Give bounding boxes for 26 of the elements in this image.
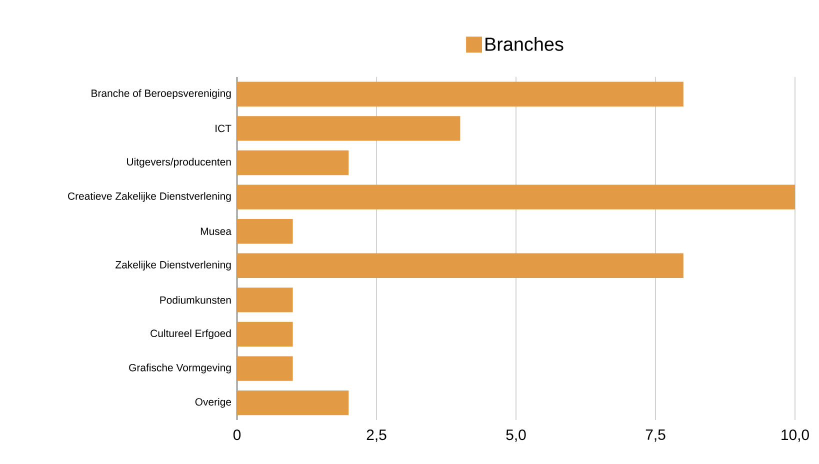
y-tick-label: Creatieve Zakelijke Dienstverlening xyxy=(68,192,231,202)
bar xyxy=(237,116,460,141)
bar xyxy=(237,253,684,278)
bar xyxy=(237,288,293,312)
bar xyxy=(237,82,684,106)
y-tick-label: Cultureel Erfgoed xyxy=(150,329,231,340)
bar xyxy=(237,390,349,416)
x-tick-label: 7,5 xyxy=(646,430,666,442)
x-tick-label: 2,5 xyxy=(366,430,386,442)
y-tick-label: Zakelijke Dienstverlening xyxy=(116,260,231,271)
bar xyxy=(237,184,796,210)
y-tick-label: Branche of Beroepsvereniging xyxy=(92,89,231,100)
y-tick-label: Musea xyxy=(200,228,232,235)
x-tick-label: 5,0 xyxy=(506,430,526,442)
x-tick-label: 10,0 xyxy=(782,430,809,442)
bar xyxy=(237,322,293,347)
y-tick-label: Uitgevers/producenten xyxy=(127,158,231,168)
legend-label: Branches xyxy=(486,37,564,51)
bar xyxy=(237,150,349,176)
y-tick-label: ICT xyxy=(216,124,232,132)
y-tick-label: Podiumkunsten xyxy=(160,296,231,304)
y-tick-label: Grafische Vormgeving xyxy=(129,364,231,374)
bar xyxy=(237,218,293,244)
x-tick-label: 0 xyxy=(233,430,241,440)
y-tick-label: Overige xyxy=(195,398,232,408)
bar xyxy=(237,356,293,381)
